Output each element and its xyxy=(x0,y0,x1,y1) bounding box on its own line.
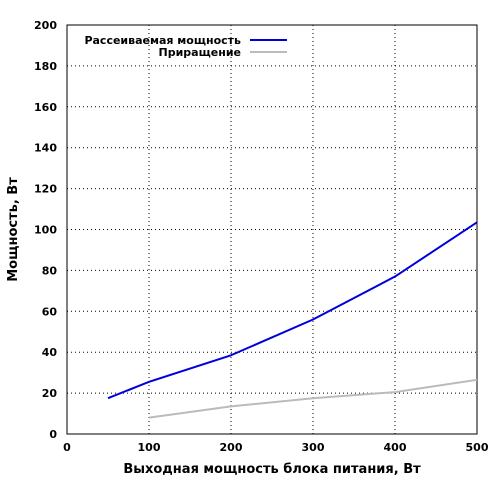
series-line xyxy=(107,221,478,400)
series-group xyxy=(107,221,478,419)
grid xyxy=(67,25,477,434)
x-tick-label: 200 xyxy=(220,441,243,454)
y-tick-label: 100 xyxy=(34,224,57,237)
y-tick-label: 0 xyxy=(49,428,57,441)
plot-frame xyxy=(66,24,478,435)
y-tick-label: 20 xyxy=(42,387,58,400)
x-tick-label: 500 xyxy=(466,441,489,454)
x-tick-label: 400 xyxy=(384,441,407,454)
legend-label: Приращение xyxy=(159,46,241,59)
x-tick-label: 100 xyxy=(138,441,161,454)
x-tick-label: 300 xyxy=(302,441,325,454)
y-tick-label: 40 xyxy=(42,346,58,359)
y-tick-label: 160 xyxy=(34,101,57,114)
y-tick-labels: 0 20 40 60 80 100 120 140 160 180 200 xyxy=(34,19,57,441)
y-axis-label: Мощность, Вт xyxy=(6,177,21,282)
y-tick-label: 120 xyxy=(34,183,57,196)
x-tick-label: 0 xyxy=(63,441,71,454)
y-tick-label: 140 xyxy=(34,142,57,155)
x-axis-label: Выходная мощность блока питания, Вт xyxy=(123,462,421,477)
series-line xyxy=(148,378,478,419)
y-tick-label: 80 xyxy=(42,264,58,277)
y-tick-label: 60 xyxy=(42,305,58,318)
legend-label: Рассеиваемая мощность xyxy=(84,34,241,47)
x-tick-labels: 0 100 200 300 400 500 xyxy=(63,441,489,454)
y-tick-label: 200 xyxy=(34,19,57,32)
y-tick-label: 180 xyxy=(34,60,57,73)
